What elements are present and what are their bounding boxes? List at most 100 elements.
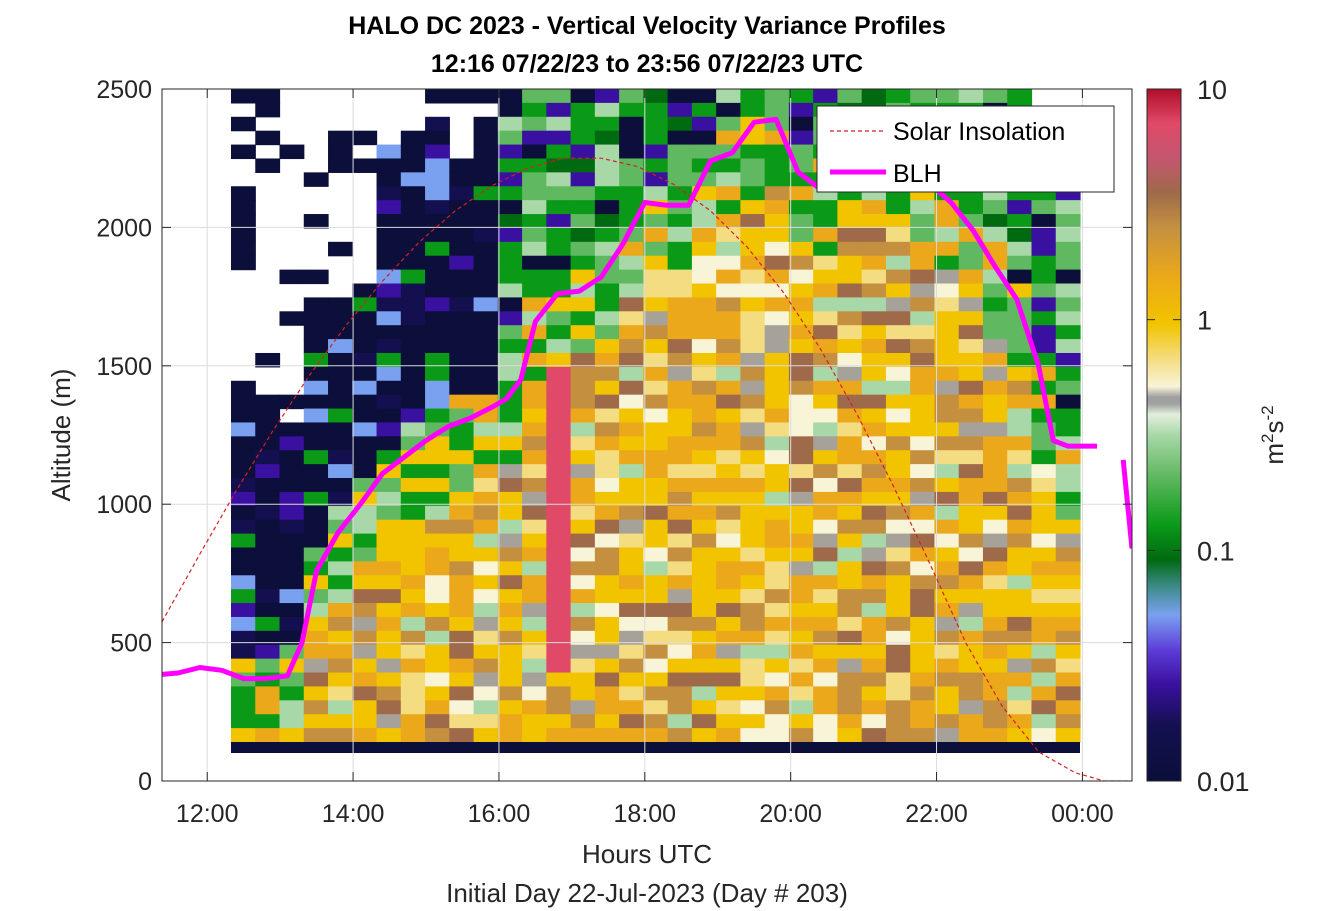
heatmap-cell	[400, 144, 426, 160]
heatmap-surface-strip	[231, 742, 1080, 753]
heatmap-cell	[813, 589, 839, 604]
heatmap-cell	[716, 630, 741, 646]
heatmap-cell	[522, 436, 547, 451]
heatmap-cell	[837, 589, 863, 604]
legend-label-solar: Solar Insolation	[893, 118, 1065, 146]
heatmap-cell	[861, 214, 887, 229]
heatmap-cell	[546, 658, 572, 674]
heatmap-cell	[619, 102, 644, 118]
heatmap-cell	[303, 616, 329, 632]
heatmap-cell	[910, 700, 936, 715]
heatmap-cell	[813, 686, 839, 701]
heatmap-cell	[1031, 728, 1057, 743]
heatmap-cell	[619, 130, 644, 146]
heatmap-cell	[813, 728, 839, 743]
heatmap-cell	[546, 116, 572, 132]
heatmap-cell	[788, 241, 814, 257]
heatmap-cell	[716, 172, 741, 187]
heatmap-cell	[570, 102, 596, 118]
heatmap-cell	[837, 311, 863, 326]
heatmap-cell	[982, 672, 1008, 688]
heatmap-cell	[764, 380, 790, 396]
heatmap-cell	[643, 89, 669, 104]
heatmap-cell	[619, 172, 644, 187]
heatmap-cell	[570, 547, 596, 562]
heatmap-cell	[303, 658, 329, 674]
heatmap-cell	[1031, 200, 1057, 215]
heatmap-cell	[570, 200, 596, 215]
y-tick-label: 1000	[96, 491, 152, 519]
heatmap-cell	[885, 658, 911, 674]
heatmap-cell	[570, 241, 596, 257]
chart-title: HALO DC 2023 - Vertical Velocity Varianc…	[348, 12, 946, 40]
heatmap-cell	[594, 241, 620, 257]
heatmap-cell	[594, 575, 620, 590]
heatmap-cell	[813, 408, 839, 424]
heatmap-cell	[619, 352, 644, 368]
heatmap-cell	[813, 297, 839, 312]
heatmap-cell	[691, 436, 717, 451]
heatmap-cell	[497, 366, 523, 382]
heatmap-cell	[813, 89, 839, 104]
heatmap-cell	[861, 491, 887, 507]
heatmap-cell	[667, 728, 693, 743]
heatmap-cell	[958, 394, 984, 410]
heatmap-cell	[1055, 561, 1081, 576]
heatmap-cell	[813, 227, 839, 243]
heatmap-cell	[328, 728, 353, 743]
heatmap-cell	[1055, 728, 1081, 743]
heatmap-cell	[255, 630, 281, 646]
heatmap-cell	[740, 547, 766, 562]
heatmap-cell	[861, 89, 887, 104]
heatmap-cell	[400, 422, 426, 437]
heatmap-cell	[1055, 505, 1081, 521]
heatmap-cell	[400, 630, 426, 646]
heatmap-cell	[328, 144, 353, 160]
heatmap-cell	[691, 269, 717, 285]
heatmap-cell	[473, 269, 499, 285]
heatmap-cell	[522, 478, 547, 493]
heatmap-cell	[716, 380, 741, 396]
x-tick-label: 22:00	[905, 800, 968, 828]
heatmap-cell	[643, 533, 669, 549]
heatmap-cell	[594, 325, 620, 340]
heatmap-cell	[740, 366, 766, 382]
heatmap-cell	[813, 491, 839, 507]
heatmap-cell	[522, 408, 547, 424]
heatmap-cell	[497, 241, 523, 257]
heatmap-cell	[376, 519, 402, 535]
heatmap-cell	[667, 241, 693, 257]
heatmap-cell	[546, 589, 572, 604]
heatmap-cell	[861, 255, 887, 271]
heatmap-cell	[425, 575, 450, 590]
heatmap-cell	[522, 89, 547, 104]
heatmap-cell	[1031, 547, 1057, 562]
heatmap-cell	[425, 700, 450, 715]
heatmap-cell	[279, 505, 305, 521]
heatmap-cell	[619, 547, 644, 562]
heatmap-cell	[788, 394, 814, 410]
heatmap-cell	[1055, 547, 1081, 562]
heatmap-cell	[279, 547, 305, 562]
heatmap-cell	[643, 269, 669, 285]
heatmap-cell	[1055, 255, 1081, 271]
heatmap-cell	[982, 408, 1008, 424]
heatmap-cell	[740, 561, 766, 576]
heatmap-cell	[522, 227, 547, 243]
heatmap-cell	[788, 339, 814, 354]
heatmap-cell	[788, 89, 814, 104]
heatmap-cell	[934, 241, 960, 257]
heatmap-cell	[594, 728, 620, 743]
heatmap-cell	[231, 505, 256, 521]
heatmap-cell	[473, 714, 499, 729]
heatmap-cell	[279, 450, 305, 465]
heatmap-cell	[667, 366, 693, 382]
heatmap-cell	[885, 714, 911, 729]
heatmap-cell	[546, 352, 572, 368]
heatmap-cell	[643, 547, 669, 562]
heatmap-cell	[328, 241, 353, 257]
heatmap-cell	[594, 172, 620, 187]
heatmap-cell	[716, 644, 741, 660]
heatmap-cell	[885, 311, 911, 326]
heatmap-cell	[667, 561, 693, 576]
